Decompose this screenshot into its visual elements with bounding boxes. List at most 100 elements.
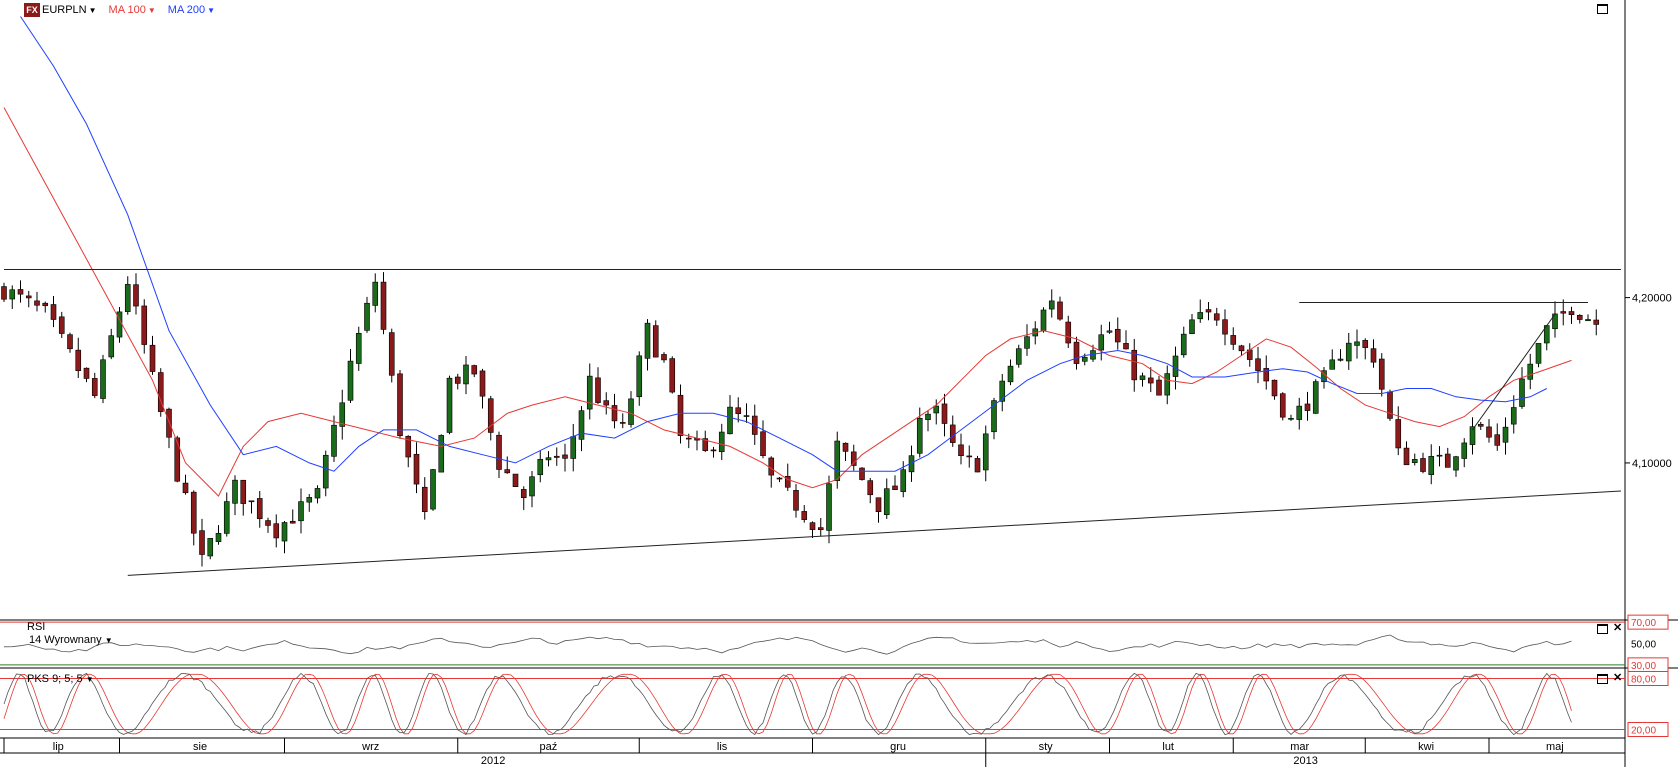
candle-body: [240, 479, 247, 504]
candle-body: [1040, 309, 1047, 332]
candle-body: [702, 438, 709, 451]
candle-body: [949, 424, 956, 443]
rsi-level-70-label-box: [1627, 614, 1669, 630]
ma200-line: [20, 16, 1548, 472]
candle-body: [586, 375, 593, 410]
dropdown-arrow-icon: ▼: [104, 636, 113, 645]
ma100-line: [3, 107, 1572, 497]
pks-selector[interactable]: PKS 9; 5; 5 ▼: [27, 673, 94, 685]
candle-body: [496, 434, 502, 470]
candle-body: [1263, 368, 1270, 382]
candle-body: [916, 418, 923, 454]
candle-body: [644, 322, 651, 359]
candle-body: [1048, 300, 1055, 310]
candle-body: [50, 304, 57, 320]
month-label: gru: [890, 741, 906, 753]
ma200-selector[interactable]: MA 200 ▼: [168, 4, 215, 16]
candle-body: [190, 491, 197, 534]
candle-body: [133, 284, 139, 307]
candle-body: [479, 370, 486, 397]
candle-body: [768, 457, 775, 476]
candle-body: [207, 538, 214, 557]
candle-body: [1114, 328, 1121, 343]
rsi-params-label: 14 Wyrownany: [29, 634, 102, 646]
candle-body: [1593, 319, 1600, 325]
rsi-close-button[interactable]: ✕: [1613, 622, 1623, 634]
candle-body: [727, 406, 733, 435]
candle-body: [182, 482, 189, 494]
candle-body: [801, 511, 808, 520]
candle-body: [817, 527, 824, 531]
candle-body: [1477, 423, 1484, 427]
candle-body: [842, 442, 849, 452]
candle-body: [331, 424, 337, 457]
candle-body: [1370, 348, 1377, 363]
candle-body: [562, 454, 568, 459]
candle-body: [504, 469, 511, 474]
main-maximize-button[interactable]: [1597, 4, 1608, 14]
candle-body: [471, 365, 478, 375]
rsi-line: [3, 634, 1572, 655]
candle-body: [397, 373, 403, 437]
candle-body: [1436, 454, 1443, 457]
candle-body: [1197, 312, 1204, 320]
candle-body: [1411, 459, 1418, 463]
candle-body: [1205, 309, 1212, 313]
month-label: wrz: [361, 741, 379, 753]
pks-close-button[interactable]: ✕: [1613, 672, 1623, 684]
rsi-params-selector[interactable]: 14 Wyrownany ▼: [29, 634, 113, 646]
ma100-selector[interactable]: MA 100 ▼: [109, 4, 156, 16]
candle-body: [1007, 365, 1014, 383]
candle-body: [512, 473, 519, 487]
candle-body: [859, 467, 865, 480]
candle-body: [974, 458, 981, 473]
rsi-maximize-button[interactable]: [1597, 624, 1608, 634]
candle-body: [966, 455, 973, 458]
candle-body: [793, 490, 799, 511]
candle-body: [661, 354, 667, 361]
symbol-selector[interactable]: FX EURPLN ▼: [24, 3, 97, 17]
candle-body: [108, 335, 115, 358]
candle-body: [1139, 375, 1146, 380]
candle-body: [991, 400, 997, 433]
candle-body: [487, 398, 494, 433]
year-label: 2013: [1293, 755, 1317, 767]
candle-body: [529, 476, 535, 497]
candle-body: [314, 488, 321, 499]
candle-body: [199, 530, 205, 555]
candle-body: [298, 501, 304, 522]
candle-body: [1568, 311, 1575, 315]
month-label: mar: [1290, 741, 1309, 753]
candle-body: [1, 286, 7, 300]
candle-body: [1279, 393, 1286, 418]
candle-body: [1362, 340, 1369, 348]
candle-body: [1535, 343, 1542, 364]
fx-logo-icon: FX: [24, 3, 40, 17]
candle-body: [1486, 426, 1492, 438]
candle-body: [1329, 359, 1336, 370]
candle-body: [826, 483, 832, 531]
candle-body: [58, 316, 65, 334]
pks-maximize-button[interactable]: [1597, 674, 1608, 684]
candle-body: [91, 378, 98, 396]
price-tick-label: 4,10000: [1632, 458, 1672, 470]
candle-body: [223, 501, 230, 534]
candle-body: [1494, 434, 1501, 446]
chart-header: FX EURPLN ▼ MA 100 ▼ MA 200 ▼: [24, 3, 215, 17]
candle-body: [941, 403, 948, 424]
candle-body: [1552, 313, 1558, 330]
candle-body: [1106, 330, 1113, 333]
candle-body: [1271, 379, 1278, 397]
candle-body: [413, 453, 420, 485]
candle-body: [611, 405, 618, 422]
candle-body: [174, 437, 181, 482]
month-label: maj: [1546, 741, 1564, 753]
rsi-title: RSI: [27, 621, 46, 633]
candle-body: [1288, 417, 1294, 420]
candle-body: [999, 380, 1006, 402]
candle-body: [248, 500, 255, 503]
candle-body: [875, 497, 882, 512]
candle-body: [776, 477, 783, 480]
candle-body: [735, 407, 742, 414]
